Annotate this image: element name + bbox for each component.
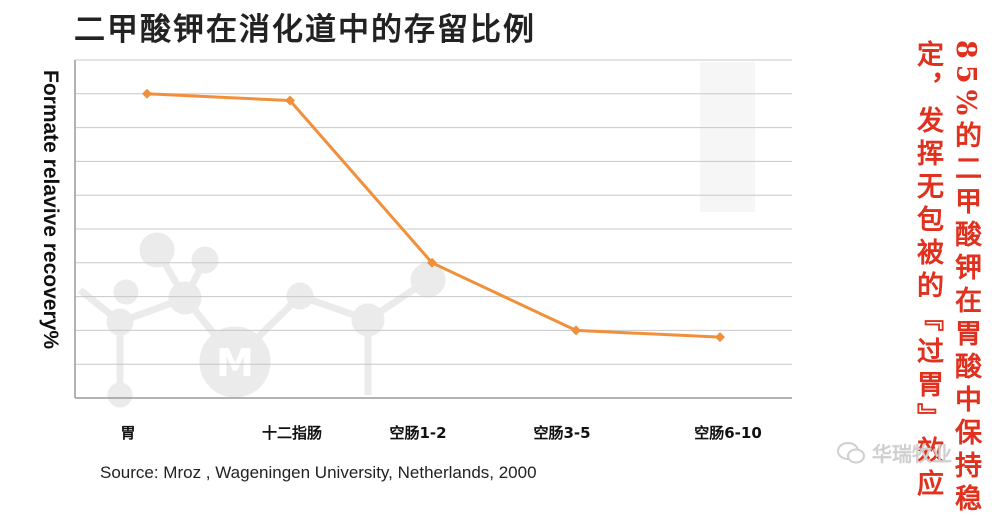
molecule-logo-letter: M <box>216 341 254 385</box>
x-tick-label: 空肠6-10 <box>694 424 762 442</box>
data-point <box>285 95 295 106</box>
data-point <box>142 88 152 99</box>
x-tick-label: 空肠1-2 <box>389 424 447 442</box>
y-axis-label: Formate relavive recovery% <box>39 70 62 349</box>
x-tick-label: 空肠3-5 <box>533 424 591 442</box>
molecule-background <box>77 232 446 408</box>
decorative-panel <box>700 62 755 212</box>
watermark-text: 华瑞牧业 <box>872 442 952 466</box>
x-tick-label: 胃 <box>120 424 136 442</box>
line-chart: M <box>74 59 792 408</box>
data-point <box>571 325 581 336</box>
side-text-column-1: 85%的二甲酸钾在胃酸中保持稳 <box>950 40 981 517</box>
chart-title: 二甲酸钾在消化道中的存留比例 <box>74 12 536 48</box>
x-tick-label: 十二指肠 <box>261 424 323 442</box>
source-note: Source: Mroz , Wageningen University, Ne… <box>100 463 537 482</box>
wechat-icon <box>837 442 865 464</box>
side-text-column-2: 定，发挥无包被的『过胃』效应 <box>912 40 943 502</box>
grid-lines <box>74 59 792 399</box>
data-point <box>427 257 437 268</box>
series-line <box>146 92 721 339</box>
data-markers <box>142 88 725 343</box>
data-point <box>715 332 725 343</box>
